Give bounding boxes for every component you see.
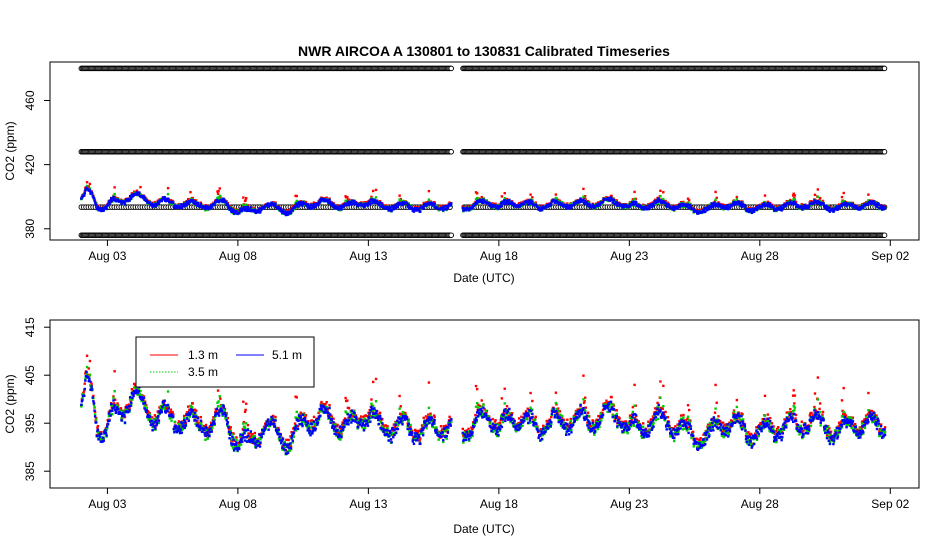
series-1-3m-point [735, 195, 739, 199]
series-1-3m-point [218, 187, 221, 190]
series-3-5m-point [218, 194, 221, 197]
series-1-3m-point [554, 193, 558, 196]
series-1-3m-point [687, 199, 691, 202]
series-1-3m-point [475, 192, 479, 195]
series-1-3m-point [398, 194, 401, 197]
series-1-3m-point [633, 190, 636, 194]
series-1-3m-point [244, 199, 247, 202]
reference-gas-point [448, 149, 454, 155]
figure-title: NWR AIRCOA A 130801 to 130831 Calibrated… [298, 43, 670, 59]
series-1-3m-point [813, 193, 817, 197]
series-3-5m-point [714, 198, 717, 202]
series-1-3m-point [242, 196, 245, 199]
series-1-3m-point [529, 193, 532, 196]
series-1-3m-point [371, 189, 375, 193]
series-1-3m-point [500, 195, 504, 198]
series-1-3m-point [531, 196, 534, 199]
series-1-3m-point [842, 191, 845, 195]
reference-gas-point [448, 65, 454, 72]
series-1-3m-point [88, 182, 92, 186]
series-1-3m-point [245, 197, 248, 200]
series-3-5m-point [659, 195, 662, 198]
series-1-3m-point [166, 187, 170, 190]
top-panel: Aug 03 Aug 08 Aug 13 Aug 18 Aug 23 Aug 28 Sep … [3, 61, 920, 285]
series-3-5m-point [113, 192, 116, 196]
series-1-3m-point [659, 189, 662, 192]
series-3-5m-point [582, 195, 585, 198]
series-1-3m-point [295, 194, 298, 198]
series-1-3m-point [217, 189, 220, 193]
series-1-3m-point [793, 194, 797, 197]
reference-gas-point [448, 232, 454, 238]
series-1-3m-point [113, 186, 116, 189]
series-1-3m-point [85, 180, 89, 184]
series-1-3m-point [818, 196, 822, 200]
series-3-5m-point [793, 198, 797, 201]
reference-gas-point [881, 232, 888, 238]
series-3-5m-point [374, 196, 378, 199]
series-1-3m-point [189, 191, 192, 194]
reference-gas-point [881, 65, 888, 72]
series-1-3m-point [867, 193, 870, 196]
series-1-3m-point [816, 188, 820, 191]
series-1-3m-point [582, 187, 585, 191]
series-1-3m-point [427, 189, 431, 193]
series-3-5m-point [166, 192, 170, 196]
series-3-5m-point [662, 197, 665, 201]
series-1-3m-point [714, 190, 717, 194]
series-1-3m-point [662, 191, 665, 194]
series-1-3m-point [503, 192, 506, 195]
series-1-3m-point [139, 185, 142, 189]
series-1-3m-point [374, 188, 378, 192]
series-1-3m-point [840, 195, 844, 199]
series-1-3m-point [346, 195, 349, 199]
series-1-3m-point [763, 194, 767, 197]
series-3-5m-point [503, 196, 506, 200]
series-3-5m-point [427, 198, 431, 201]
top-data-marks [78, 65, 888, 238]
series-3-5m-point [398, 198, 401, 202]
reference-gas-point [881, 149, 888, 155]
series-3-5m-point [633, 197, 636, 201]
